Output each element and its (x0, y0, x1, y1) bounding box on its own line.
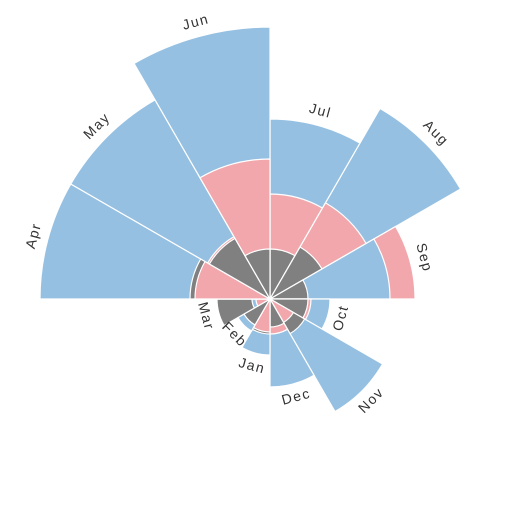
month-label-jan: Jan (237, 354, 267, 376)
wedge-jun-series-3 (244, 248, 271, 302)
wedge-layer (39, 26, 462, 413)
month-label-jun: Jun (180, 10, 210, 32)
month-label-jul: Jul (308, 100, 334, 121)
month-label-dec: Dec (280, 385, 313, 408)
month-label-oct: Oct (329, 303, 351, 333)
month-label-sep: Sep (413, 241, 436, 274)
month-label-apr: Apr (22, 221, 44, 251)
month-label-mar: Mar (195, 300, 218, 332)
